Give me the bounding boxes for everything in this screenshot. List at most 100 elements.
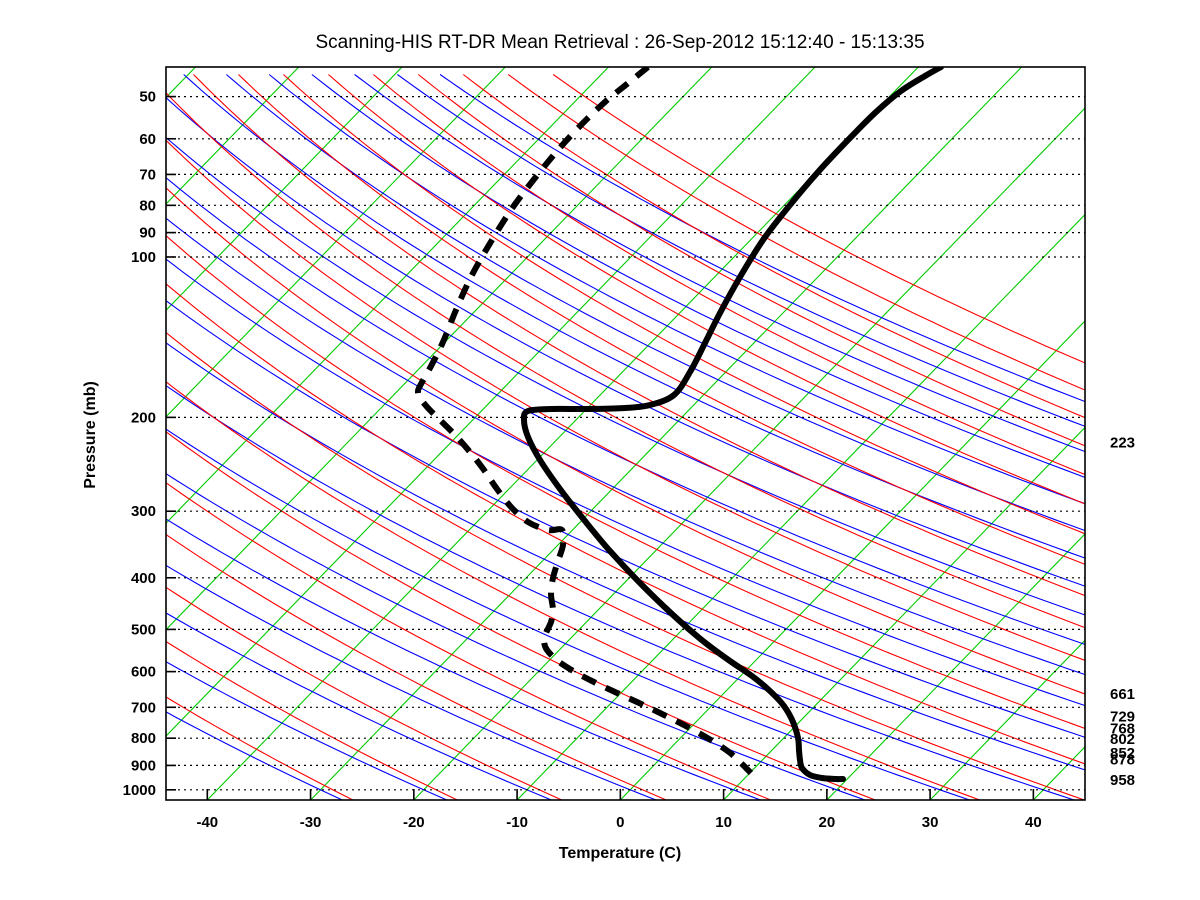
x-tick-label: 10	[715, 814, 732, 831]
right-pressure-label: 852	[1110, 745, 1135, 762]
dry-adiabat-line	[166, 564, 657, 800]
moist-adiabat-line	[166, 482, 772, 800]
x-axis-label: Temperature (C)	[559, 845, 681, 862]
dry-adiabat-line	[166, 612, 552, 800]
dry-adiabat-line	[166, 428, 970, 800]
dry-adiabat-line	[166, 176, 1085, 646]
moist-adiabat-line	[166, 283, 1085, 765]
y-tick-label: 500	[131, 621, 156, 638]
isotherm-line	[166, 67, 713, 631]
moist-adiabat-line	[373, 74, 1085, 476]
y-tick-label: 60	[139, 131, 156, 148]
y-tick-label: 900	[131, 757, 156, 774]
x-tick-label: 40	[1025, 814, 1042, 831]
moist-adiabat-line	[166, 331, 1085, 800]
y-tick-label: 70	[139, 166, 156, 183]
temperature-profile-curve	[520, 67, 944, 783]
right-pressure-label: 661	[1110, 686, 1135, 703]
right-pressure-label: 958	[1110, 772, 1135, 789]
y-tick-label: 400	[131, 570, 156, 587]
moist-adiabat-line	[238, 74, 1085, 565]
x-axis-ticks: -40 -30 -20 -10 0 10 20 30 40	[196, 789, 1042, 831]
dry-adiabat-line	[183, 74, 1085, 559]
right-pressure-label: 729	[1110, 709, 1135, 726]
y-tick-label: 90	[139, 225, 156, 242]
right-pressure-label: 768	[1110, 721, 1135, 738]
isotherm-line	[166, 67, 403, 312]
moist-adiabat-line	[166, 640, 458, 800]
x-tick-label: -10	[506, 814, 528, 831]
x-tick-label: 20	[819, 814, 836, 831]
y-tick-label: 800	[131, 730, 156, 747]
grid-lines-group	[166, 67, 1085, 800]
y-tick-label: 1000	[123, 782, 156, 799]
dry-adiabat-line	[166, 96, 1085, 587]
dry-adiabat-line	[166, 661, 448, 800]
x-tick-label: -30	[300, 814, 322, 831]
y-tick-label: 80	[139, 197, 156, 214]
chart-title: Scanning-HIS RT-DR Mean Retrieval : 26-S…	[315, 32, 924, 53]
dry-adiabat-line	[166, 217, 1085, 676]
dry-adiabat-line	[166, 518, 761, 800]
dry-adiabat-line	[166, 472, 866, 800]
x-tick-label: -40	[196, 814, 218, 831]
right-pressure-label: 878	[1110, 752, 1135, 769]
dewpoint-profile-curve	[414, 67, 754, 776]
y-axis-label: Pressure (mb)	[82, 381, 99, 489]
moist-adiabat-line	[166, 92, 1085, 629]
y-tick-label: 700	[131, 699, 156, 716]
isotherm-line	[516, 213, 1085, 800]
y-tick-label: 600	[131, 664, 156, 681]
moist-adiabat-line	[166, 381, 980, 800]
y-tick-label: 200	[131, 409, 156, 426]
dry-adiabat-line	[439, 74, 1085, 403]
isotherm-line	[619, 320, 1085, 800]
moist-adiabat-lines	[166, 74, 1085, 800]
moist-adiabat-line	[283, 74, 1085, 535]
y-tick-label: 300	[131, 503, 156, 520]
right-pressure-label: 223	[1110, 435, 1135, 452]
profile-curves-group	[414, 67, 944, 783]
moist-adiabat-line	[166, 696, 354, 800]
isotherm-line	[929, 639, 1085, 800]
moist-adiabat-line	[166, 533, 667, 800]
moist-adiabat-line	[166, 234, 1085, 730]
dry-adiabat-line	[311, 74, 1085, 478]
isotherm-line	[413, 107, 1085, 800]
plot-frame	[165, 66, 1086, 801]
moist-adiabat-line	[193, 74, 1085, 597]
right-pressure-label: 802	[1110, 731, 1135, 748]
isotherm-line	[166, 67, 816, 737]
dry-adiabat-line	[166, 342, 1085, 771]
dry-adiabat-line	[166, 258, 1085, 707]
x-tick-label: -20	[403, 814, 425, 831]
isotherm-lines	[166, 67, 1085, 800]
isotherm-line	[166, 67, 506, 418]
moist-adiabat-line	[166, 187, 1085, 695]
isotherm-line	[723, 426, 1085, 800]
moist-adiabat-line	[507, 74, 1085, 391]
dry-adiabat-line	[268, 74, 1085, 505]
dry-adiabat-line	[397, 74, 1085, 427]
dry-adiabat-line	[354, 74, 1085, 453]
y-axis-ticks: 50 60 70 80 90 100 200 300 400 500 600 700 800 900 100…	[123, 89, 176, 799]
moist-adiabat-line	[462, 74, 1085, 419]
isotherm-line	[166, 67, 609, 524]
moist-adiabat-line	[417, 74, 1085, 447]
isotherm-line	[826, 533, 1085, 800]
moist-adiabat-line	[552, 74, 1085, 364]
y-tick-label: 50	[139, 89, 156, 106]
dry-adiabat-line	[166, 384, 1075, 800]
isotherm-line	[310, 67, 1022, 800]
x-tick-label: 0	[616, 814, 624, 831]
dry-adiabat-line	[166, 136, 1085, 616]
moist-adiabat-line	[166, 586, 563, 800]
moist-adiabat-line	[166, 139, 1085, 661]
y-tick-label: 100	[131, 249, 156, 266]
x-tick-label: 30	[922, 814, 939, 831]
moist-adiabat-line	[328, 74, 1085, 505]
